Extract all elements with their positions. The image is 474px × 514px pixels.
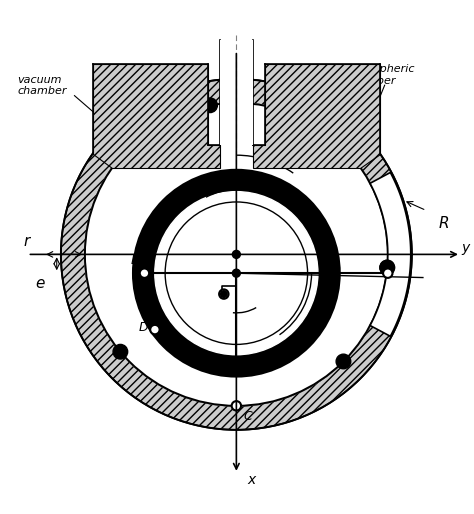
Text: $y$: $y$ bbox=[461, 242, 472, 256]
Text: $D$: $D$ bbox=[137, 321, 149, 334]
Circle shape bbox=[220, 291, 227, 298]
Circle shape bbox=[113, 344, 128, 359]
Circle shape bbox=[140, 268, 149, 278]
Circle shape bbox=[219, 289, 228, 299]
Text: $S_2$: $S_2$ bbox=[172, 297, 186, 312]
Text: $e$: $e$ bbox=[35, 276, 46, 291]
Text: $\alpha$: $\alpha$ bbox=[294, 256, 304, 269]
Circle shape bbox=[232, 269, 240, 277]
Text: $S_1$: $S_1$ bbox=[304, 322, 319, 337]
Text: $R$: $R$ bbox=[438, 215, 449, 231]
Text: $\varphi$: $\varphi$ bbox=[275, 216, 285, 230]
Circle shape bbox=[85, 103, 388, 406]
Circle shape bbox=[232, 401, 241, 411]
Polygon shape bbox=[61, 79, 412, 430]
Text: $S_3$: $S_3$ bbox=[219, 333, 233, 347]
Text: $C$: $C$ bbox=[243, 410, 253, 423]
Circle shape bbox=[383, 268, 392, 278]
Text: $x$: $x$ bbox=[247, 473, 257, 487]
Circle shape bbox=[155, 192, 318, 355]
Text: $\beta$: $\beta$ bbox=[228, 275, 238, 292]
Text: vacuum
chamber: vacuum chamber bbox=[17, 75, 66, 96]
Text: $A$: $A$ bbox=[394, 255, 404, 268]
Circle shape bbox=[150, 325, 160, 334]
Text: $F$: $F$ bbox=[208, 285, 218, 299]
Text: atmospheric
chamber: atmospheric chamber bbox=[346, 64, 416, 86]
Text: $E$: $E$ bbox=[130, 254, 140, 267]
Polygon shape bbox=[253, 64, 380, 168]
Text: $r$: $r$ bbox=[23, 234, 32, 249]
Polygon shape bbox=[92, 64, 219, 168]
Circle shape bbox=[380, 260, 394, 275]
Text: $\varphi_1$: $\varphi_1$ bbox=[198, 193, 212, 207]
Polygon shape bbox=[219, 40, 253, 145]
Polygon shape bbox=[370, 173, 411, 336]
Text: $B$: $B$ bbox=[243, 347, 253, 360]
Circle shape bbox=[203, 98, 218, 113]
Circle shape bbox=[336, 354, 351, 369]
Circle shape bbox=[380, 260, 394, 275]
Circle shape bbox=[232, 250, 240, 259]
